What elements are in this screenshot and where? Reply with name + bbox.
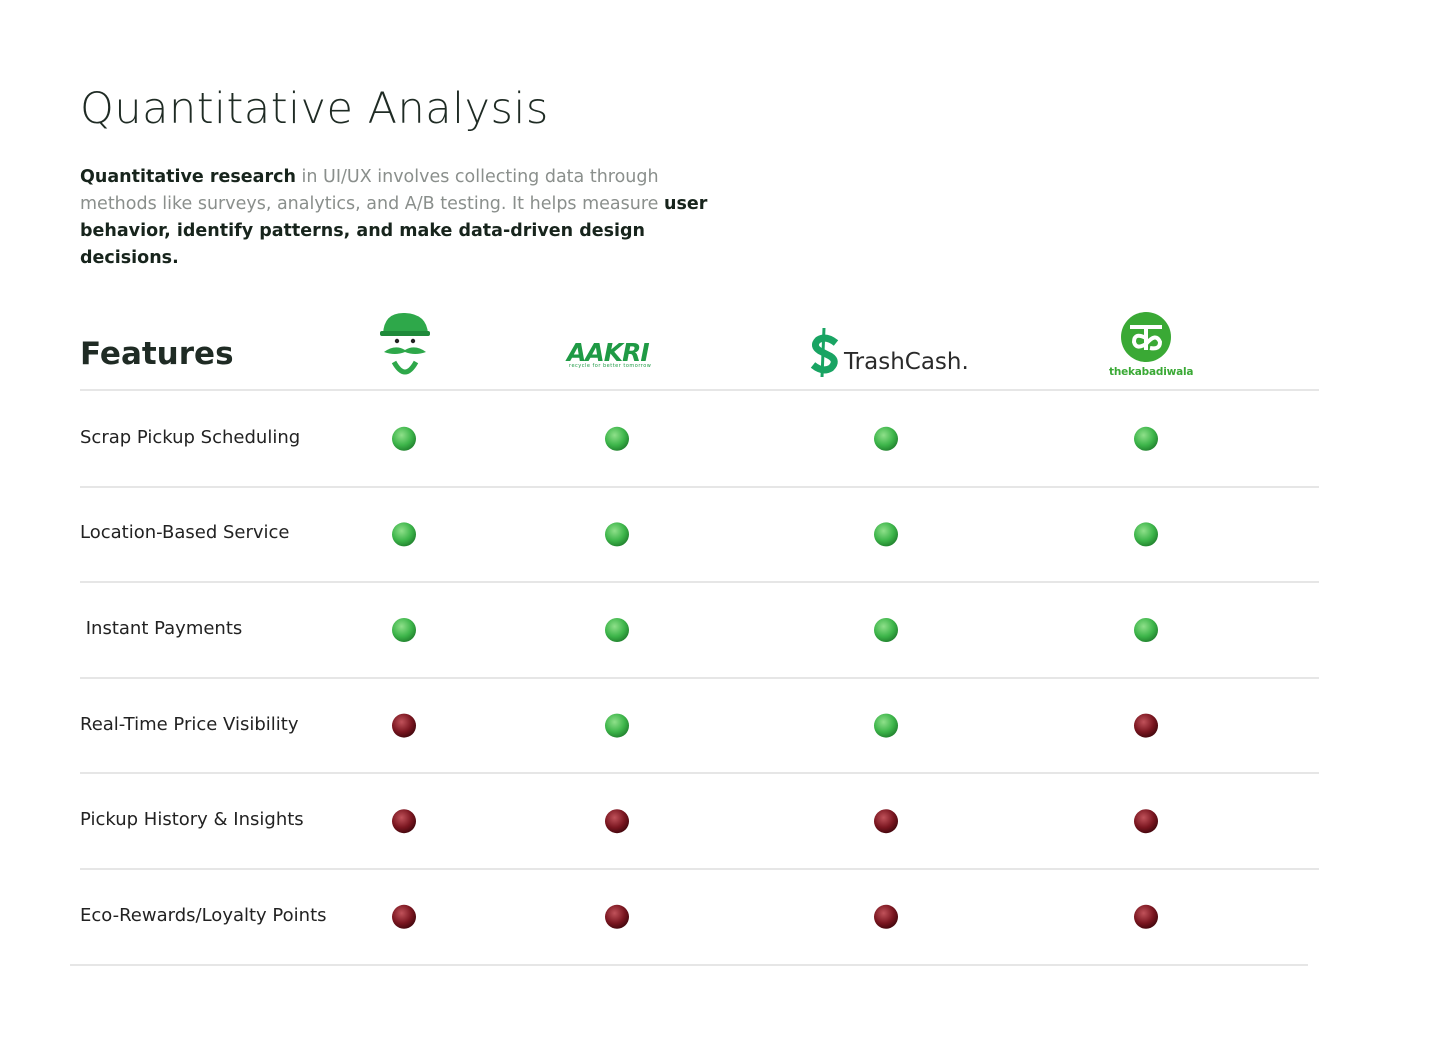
description-segment: user behavior, identify patterns, and ma…: [80, 194, 708, 268]
feature-label: Pickup History & Insights: [80, 809, 304, 831]
support-dot: [874, 713, 898, 738]
support-dot: [392, 426, 416, 451]
trashcash-icon: [810, 327, 839, 378]
row-divider: [80, 772, 1319, 775]
support-dot: [605, 522, 629, 547]
description-segment: Quantitative research: [80, 167, 296, 187]
support-dot: [605, 618, 629, 642]
support-dot: [392, 522, 416, 547]
feature-label: Scrap Pickup Scheduling: [80, 426, 301, 448]
feature-label: Location-Based Service: [80, 522, 290, 544]
mascot-logo: [380, 312, 430, 375]
description: Quantitative research in UI/UX involves …: [80, 164, 730, 272]
support-dot: [605, 904, 629, 929]
features-header: Features: [80, 336, 234, 372]
header-divider: [80, 389, 1319, 391]
kabadiwala-icon: [1121, 312, 1171, 362]
support-dot: [1134, 904, 1158, 929]
support-dot: [1134, 713, 1158, 738]
support-dot: [392, 618, 416, 642]
support-dot: [874, 522, 898, 547]
title: Quantitative Analysis: [80, 84, 549, 134]
description-segment: in UI/UX involves collecting data throug…: [80, 167, 664, 214]
support-dot: [1134, 809, 1158, 834]
support-dot: [874, 904, 898, 929]
row-divider: [80, 581, 1319, 584]
support-dot: [605, 426, 629, 451]
feature-label: Real-Time Price Visibility: [80, 713, 299, 735]
support-dot: [392, 809, 416, 834]
support-dot: [392, 713, 416, 738]
feature-label: Instant Payments: [80, 618, 243, 639]
row-divider: [70, 963, 1308, 966]
row-divider: [80, 868, 1319, 870]
row-divider: [80, 485, 1319, 488]
brand-tagline: recycle for better tomorrow: [569, 363, 652, 369]
feature-label: Eco-Rewards/Loyalty Points: [80, 904, 327, 926]
support-dot: [1134, 522, 1158, 547]
support-dot: [605, 713, 629, 738]
row-divider: [80, 676, 1319, 679]
brand-name: TrashCash.: [844, 349, 969, 375]
support-dot: [874, 809, 898, 834]
support-dot: [605, 809, 629, 834]
support-dot: [1134, 426, 1158, 451]
support-dot: [392, 904, 416, 929]
support-dot: [874, 426, 898, 451]
support-dot: [874, 618, 898, 642]
brand-name: thekabadiwala: [1109, 366, 1194, 378]
support-dot: [1134, 618, 1158, 642]
brand-name: AAKRI: [567, 338, 650, 367]
